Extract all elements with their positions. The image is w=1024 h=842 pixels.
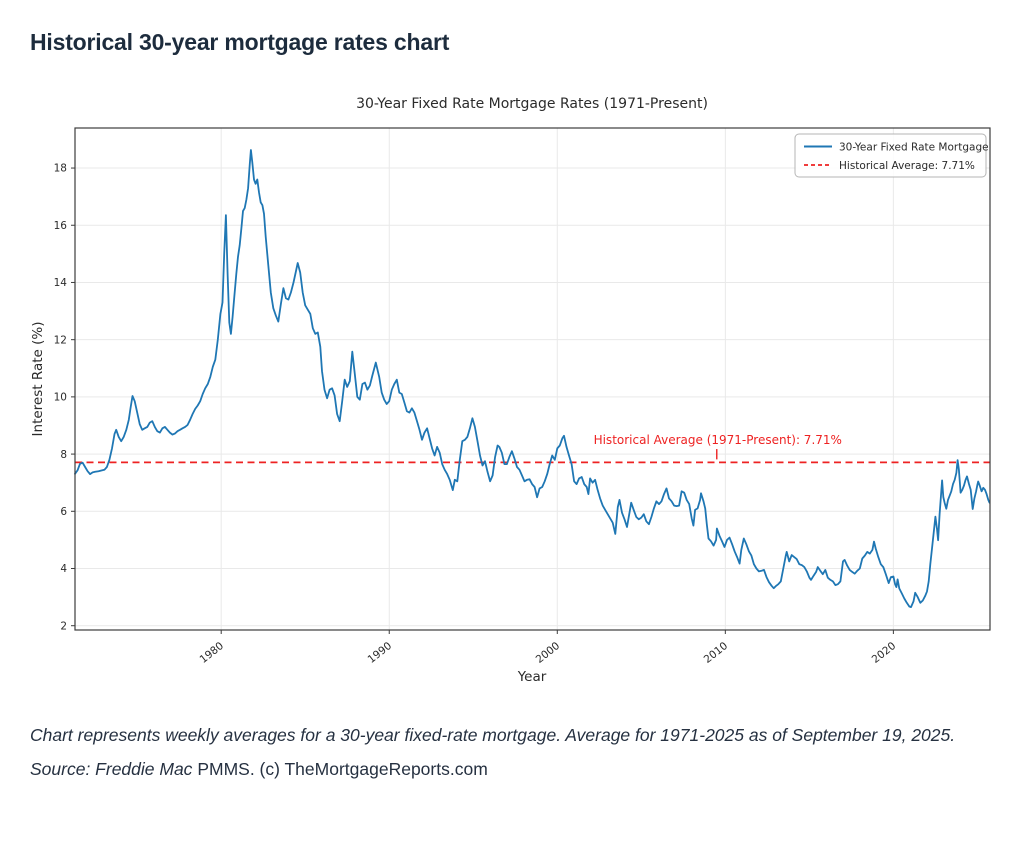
y-tick-label: 8 bbox=[60, 449, 67, 461]
caption-italic-text: Chart represents weekly averages for a 3… bbox=[30, 725, 956, 779]
y-tick-label: 2 bbox=[60, 620, 67, 632]
x-tick-label: 1980 bbox=[198, 640, 226, 666]
rate-line-series bbox=[74, 149, 991, 608]
axis-ticks: 2 4 6 8 10 12 14 16 18 1980 1990 2000 2010 2020 bbox=[54, 163, 899, 666]
y-tick-label: 18 bbox=[54, 163, 67, 175]
y-tick-label: 6 bbox=[60, 506, 67, 518]
y-tick-label: 14 bbox=[54, 277, 68, 289]
y-tick-label: 10 bbox=[54, 392, 67, 404]
legend-label-average: Historical Average: 7.71% bbox=[839, 160, 975, 172]
legend: 30-Year Fixed Rate Mortgage Historical A… bbox=[794, 133, 989, 178]
page-title: Historical 30-year mortgage rates chart bbox=[30, 29, 450, 55]
legend-box bbox=[794, 133, 987, 178]
x-tick-label: 2000 bbox=[534, 640, 562, 666]
x-tick-label: 2010 bbox=[702, 640, 730, 666]
legend-label-rate: 30-Year Fixed Rate Mortgage bbox=[839, 142, 989, 154]
gridlines bbox=[75, 128, 990, 630]
mortgage-rates-chart: 30-Year Fixed Rate Mortgage Rates (1971-… bbox=[30, 96, 991, 685]
y-tick-label: 16 bbox=[54, 220, 68, 232]
x-axis-label: Year bbox=[517, 669, 547, 685]
x-tick-label: 1990 bbox=[366, 640, 394, 666]
chart-figure: 30-Year Fixed Rate Mortgage Rates (1971-… bbox=[0, 80, 1024, 695]
y-tick-label: 12 bbox=[54, 334, 67, 346]
plot-border bbox=[74, 127, 991, 631]
y-tick-label: 4 bbox=[60, 563, 67, 575]
x-tick-label: 2020 bbox=[870, 640, 898, 666]
chart-caption: Chart represents weekly averages for a 3… bbox=[30, 719, 982, 786]
caption-regular-text: PMMS. (c) TheMortgageReports.com bbox=[197, 758, 488, 779]
chart-title: 30-Year Fixed Rate Mortgage Rates (1971-… bbox=[356, 96, 708, 112]
y-axis-label: Interest Rate (%) bbox=[30, 322, 46, 437]
average-annotation: Historical Average (1971-Present): 7.71% bbox=[594, 433, 842, 447]
